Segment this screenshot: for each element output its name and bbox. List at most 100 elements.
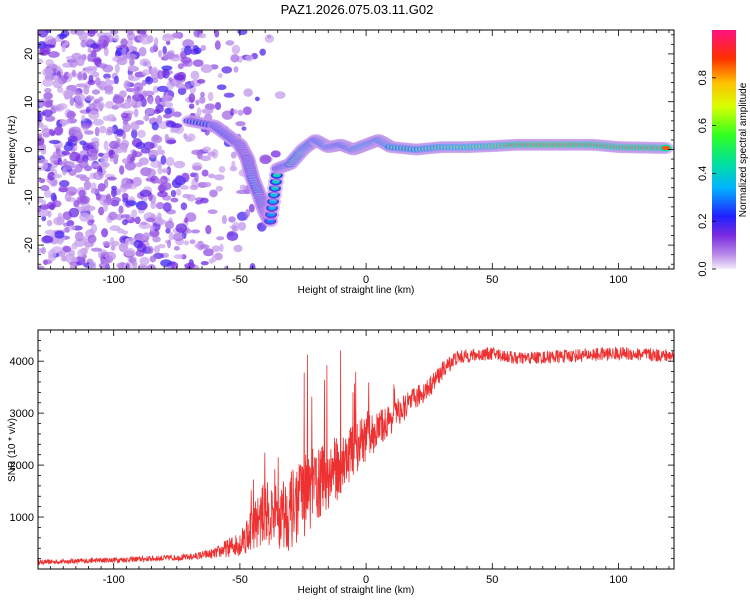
spectrogram-cell — [142, 69, 150, 76]
spectrogram-cell — [118, 205, 124, 214]
spectrogram-cell — [173, 245, 180, 251]
spectrogram-cell — [151, 121, 159, 131]
spectrogram-cell — [119, 44, 129, 50]
spectrogram-cell — [128, 64, 136, 72]
spectrogram-cell — [170, 189, 177, 198]
spectrogram-cell — [58, 180, 70, 188]
spectrogram-cell — [221, 66, 233, 74]
spectrogram-cell — [68, 112, 76, 117]
spectrogram-cell — [122, 219, 128, 226]
spectrogram-cell — [184, 83, 191, 90]
spectrogram-cell — [73, 200, 80, 208]
spectrogram-cell — [63, 227, 70, 232]
spectrogram-cell — [98, 206, 105, 216]
spectrogram-cell — [188, 93, 196, 104]
spectrogram-cell — [69, 151, 81, 162]
x-tick-label: 0 — [363, 574, 369, 586]
spectrogram-cell — [175, 223, 187, 234]
spectrogram-cell — [135, 141, 146, 150]
y-tick-label: 1000 — [10, 512, 34, 524]
spectrogram-cell — [182, 38, 195, 49]
spectrogram-cell — [88, 110, 100, 120]
y-tick-label: -20 — [23, 237, 35, 253]
spectrogram-cell — [237, 30, 248, 35]
spectrogram-cell — [79, 140, 87, 146]
spectrogram-cell — [116, 228, 125, 234]
spectrogram-cell — [179, 185, 189, 190]
spectrogram-cell — [109, 237, 115, 247]
spectrogram-cell — [38, 178, 46, 184]
spectrogram-cell — [166, 239, 172, 249]
spectrogram-cell — [144, 76, 154, 85]
spectrogram-cell — [199, 244, 210, 249]
spectrogram-cell — [157, 167, 163, 175]
spectrogram-cell — [153, 149, 165, 155]
spectrogram-cell — [119, 90, 127, 99]
spectrogram-cell — [71, 52, 82, 60]
spectrogram-cell — [157, 70, 164, 80]
snr-x-axis-label: Height of straight line (km) — [298, 585, 415, 596]
spectrogram-cell — [103, 46, 109, 57]
x-tick-label: -50 — [232, 574, 248, 586]
spectrogram-cell — [87, 219, 94, 226]
spectrogram-cell — [154, 95, 161, 105]
spectrogram-cell — [193, 47, 202, 54]
spectrogram-cell — [59, 33, 65, 40]
y-tick-label: 2000 — [10, 460, 34, 472]
spectrogram-cell — [62, 245, 72, 253]
spectrogram-cell — [107, 176, 117, 181]
spectrogram-cell — [168, 77, 173, 82]
spectrogram-cell — [145, 245, 154, 254]
spectrogram-cell — [156, 212, 162, 222]
spectrogram-cell — [50, 38, 57, 46]
spectrogram-cell — [241, 126, 247, 131]
spectrogram-cell — [124, 98, 136, 107]
spectrogram-cell — [177, 87, 187, 95]
spectrogram-cell — [38, 207, 42, 213]
spectrogram-cell — [200, 63, 213, 73]
spectrogram-cell — [42, 78, 54, 87]
spectrogram-cell — [143, 61, 148, 67]
snr-panel: -100 -50 0 50 100 1000 2000 3000 4000 Height of … — [7, 329, 675, 596]
spectrogram-cell — [194, 172, 199, 183]
spectrogram-cell — [198, 33, 207, 39]
spectrogram-cell — [47, 210, 52, 218]
spectrogram-cell — [113, 93, 120, 100]
spectrogram-cell — [144, 112, 150, 122]
spectrogram-cell — [91, 153, 98, 161]
spectrogram-cell — [190, 229, 201, 234]
colorbar-tick-label: 0.4 — [697, 166, 709, 181]
spectrogram-cell — [661, 146, 670, 151]
spectrogram-cell — [231, 225, 237, 233]
spectrogram-cell — [132, 149, 138, 158]
x-tick-label: -100 — [103, 274, 125, 286]
spectrogram-cell — [157, 145, 163, 151]
spectrogram-cell — [136, 101, 142, 108]
spectrogram-cell — [114, 63, 120, 74]
spectrogram-cell — [216, 236, 225, 241]
spectrogram-cell — [106, 126, 115, 134]
spectrogram-cell — [88, 260, 97, 269]
spectrogram-cell — [188, 103, 195, 110]
spectrogram-cell — [86, 38, 94, 45]
spectrogram-cell — [215, 185, 223, 192]
spectrogram-cell — [245, 54, 254, 62]
spectrogram-cell — [62, 167, 67, 176]
spectrogram-cell — [152, 236, 161, 243]
spectrogram-cell — [242, 106, 252, 116]
spectrogram-cell — [173, 160, 186, 169]
spectrogram-cell — [219, 243, 224, 253]
spectrogram-cell — [127, 73, 135, 81]
spectrogram-cell — [200, 261, 209, 266]
spectrogram-cell — [78, 189, 86, 198]
spectrogram-cell — [83, 180, 92, 191]
spectrogram-cell — [80, 238, 91, 243]
spectrogram-cell — [52, 74, 60, 81]
spectrogram-cell — [50, 165, 55, 172]
spectrogram-cell — [78, 31, 88, 42]
y-tick-label: 20 — [23, 48, 35, 60]
spectrogram-cell — [211, 254, 217, 263]
colorbar-gradient — [712, 30, 736, 269]
spectrogram-cell — [90, 50, 97, 59]
